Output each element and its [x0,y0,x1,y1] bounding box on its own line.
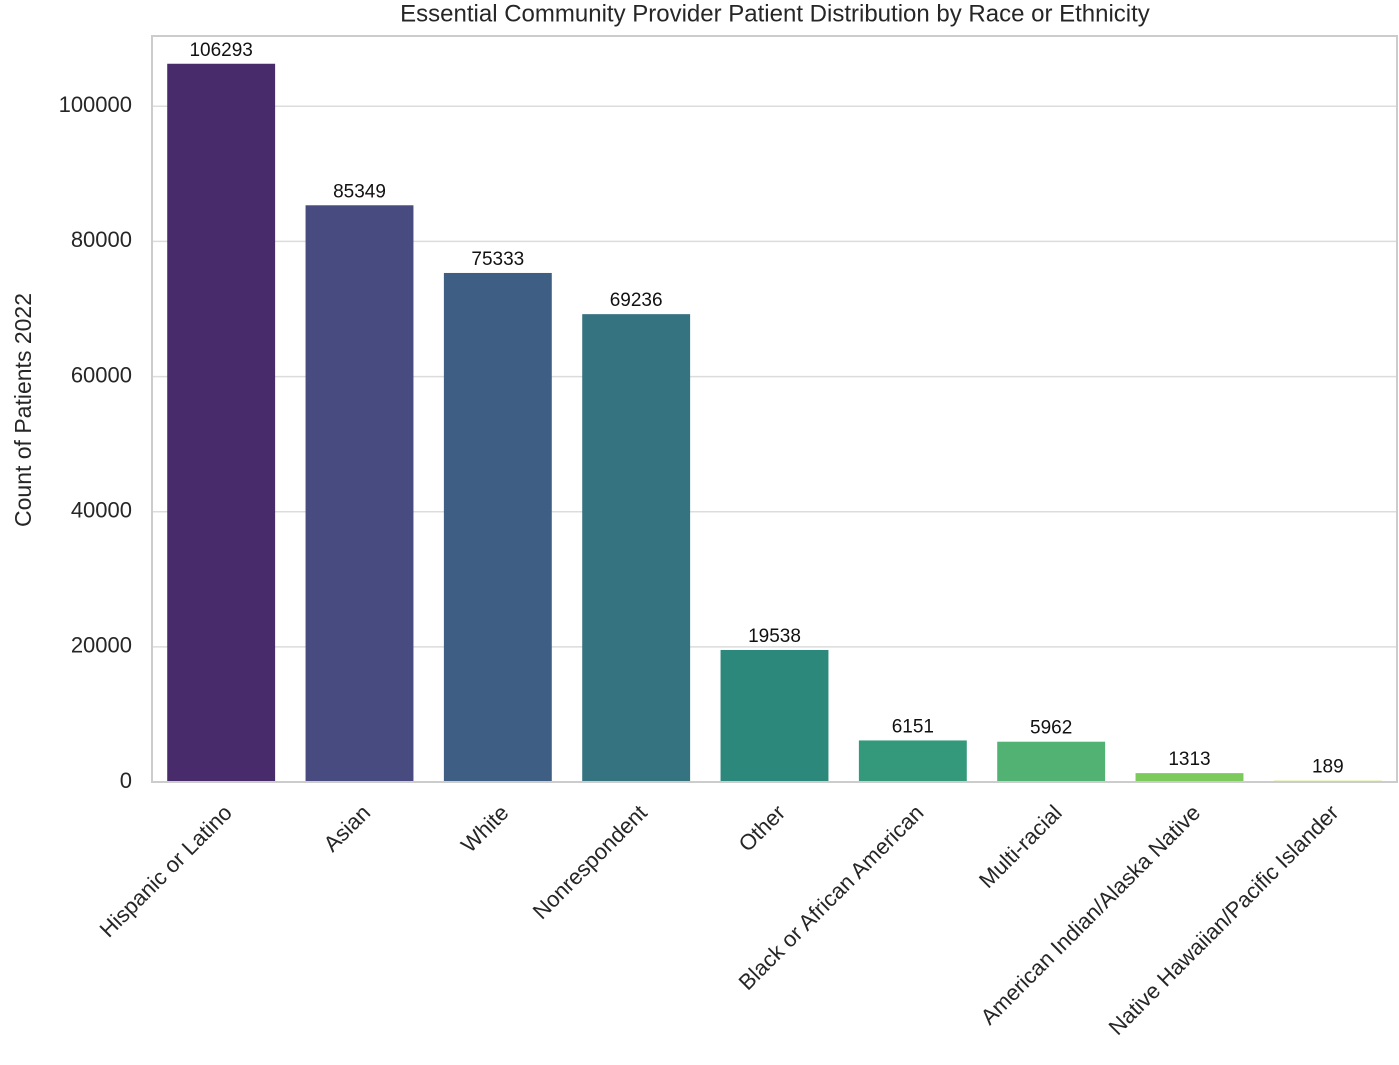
x-tick-label: Asian [319,800,376,857]
x-tick-label: White [456,800,513,857]
value-label: 19538 [748,626,801,647]
x-tick-label: Other [734,800,791,857]
value-label: 189 [1312,757,1344,778]
x-tick-label: Nonrespondent [528,800,652,924]
y-tick-label: 20000 [71,633,132,658]
y-tick-label: 100000 [59,92,132,117]
value-label: 1313 [1168,749,1210,770]
bar [720,649,829,782]
bar [1135,773,1244,782]
bar [443,272,552,782]
chart-title: Essential Community Provider Patient Dis… [400,0,1150,27]
value-label: 85349 [333,181,386,202]
bar [167,63,276,782]
plot-frame [151,35,1398,783]
y-tick-label: 80000 [71,227,132,252]
value-label: 106293 [189,40,252,61]
x-tick-label: Multi-racial [974,800,1067,893]
y-axis-label: Count of Patients 2022 [10,293,36,527]
bar [582,314,691,782]
x-tick-label: Hispanic or Latino [95,800,237,942]
bar [997,741,1106,782]
value-label: 75333 [471,249,524,270]
value-label: 69236 [610,290,663,311]
x-tick-label: American Indian/Alaska Native [976,800,1206,1030]
y-tick-label: 0 [120,768,132,793]
bar [305,205,414,783]
y-tick-label: 60000 [71,362,132,387]
x-tick-label: Native Hawaiian/Pacific Islander [1104,800,1344,1040]
bar [858,740,967,782]
value-label: 5962 [1030,718,1072,739]
value-label: 6151 [892,716,934,737]
y-tick-label: 40000 [71,498,132,523]
